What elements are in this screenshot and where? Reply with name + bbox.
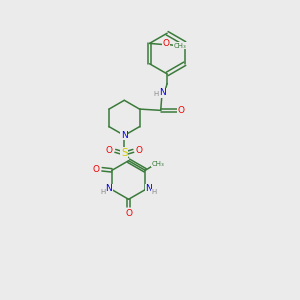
Text: CH₃: CH₃ [152, 161, 164, 167]
Text: O: O [178, 106, 185, 115]
Text: O: O [136, 146, 143, 155]
Text: O: O [163, 39, 170, 48]
Text: H: H [101, 189, 106, 195]
Text: H: H [151, 189, 157, 195]
Text: CH₃: CH₃ [174, 43, 186, 49]
Text: O: O [92, 165, 99, 174]
Text: N: N [121, 131, 128, 140]
Text: O: O [106, 146, 113, 155]
Text: N: N [160, 88, 166, 97]
Text: H: H [153, 91, 158, 97]
Text: S: S [121, 148, 128, 158]
Text: N: N [105, 184, 112, 193]
Text: O: O [125, 209, 132, 218]
Text: N: N [145, 184, 152, 193]
